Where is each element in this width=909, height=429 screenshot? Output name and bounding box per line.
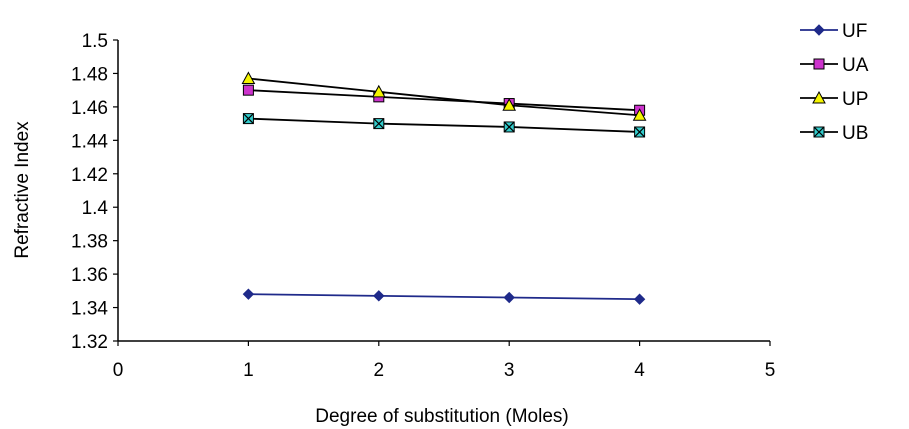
x-tick-label: 0 [113,360,124,381]
series-up [241,71,647,121]
y-tick-label: 1.38 [71,232,108,253]
y-tick-label: 1.46 [71,98,108,119]
data-point-ua [242,84,254,96]
x-tick-label: 1 [243,360,254,381]
legend-item-up: UP [800,89,868,110]
x-axis-label: Degree of substitution (Moles) [315,406,568,427]
data-point-uf [633,293,646,305]
x-tick-label: 5 [765,360,776,381]
y-tick-label: 1.48 [71,64,108,85]
series-line-ub [248,117,640,133]
data-point-uf [373,290,385,302]
series-layer [241,71,647,305]
y-axis-ticks: 1.32 1.34 1.36 1.38 1.4 1.42 1.44 1.46 1.48 1.5 [71,31,118,353]
legend-item-ub: UB [800,123,868,144]
series-line-up [248,77,640,117]
y-tick-label: 1.5 [82,31,108,52]
data-point-ub [634,126,646,138]
legend-item-ua: UA [800,55,869,76]
legend-label: UA [842,55,869,76]
series-uf [242,288,646,305]
data-point-up [371,84,386,98]
legend-marker [813,58,825,70]
legend-marker [812,90,826,104]
legend-item-uf: UF [800,21,867,42]
y-tick-label: 1.34 [71,299,108,320]
x-axis-ticks: 0 1 2 3 4 5 [113,341,776,381]
y-axis-label: Refractive Index [12,121,33,259]
series-line-uf [248,293,640,301]
x-tick-label: 3 [504,360,515,381]
y-tick-label: 1.32 [71,332,108,353]
data-point-ub [373,118,385,130]
y-tick-label: 1.36 [71,265,108,286]
legend-label: UB [842,123,868,144]
y-tick-label: 1.42 [71,165,108,186]
data-point-up [241,71,256,84]
data-point-up [502,98,517,111]
y-tick-label: 1.44 [71,131,108,152]
series-ub [242,113,646,138]
y-tick-label: 1.4 [82,198,109,219]
data-point-ub [242,113,254,125]
legend-marker [813,126,825,138]
legend-label: UF [842,21,867,42]
x-tick-label: 2 [374,360,385,381]
legend-marker [813,24,825,36]
data-point-uf [242,288,255,300]
legend-label: UP [842,89,868,110]
x-tick-label: 4 [634,360,645,381]
legend: UF UA UP UB [800,21,869,144]
series-line-ua [248,89,640,112]
data-point-uf [503,291,515,304]
data-point-ub [503,121,515,133]
data-point-up [632,108,647,121]
